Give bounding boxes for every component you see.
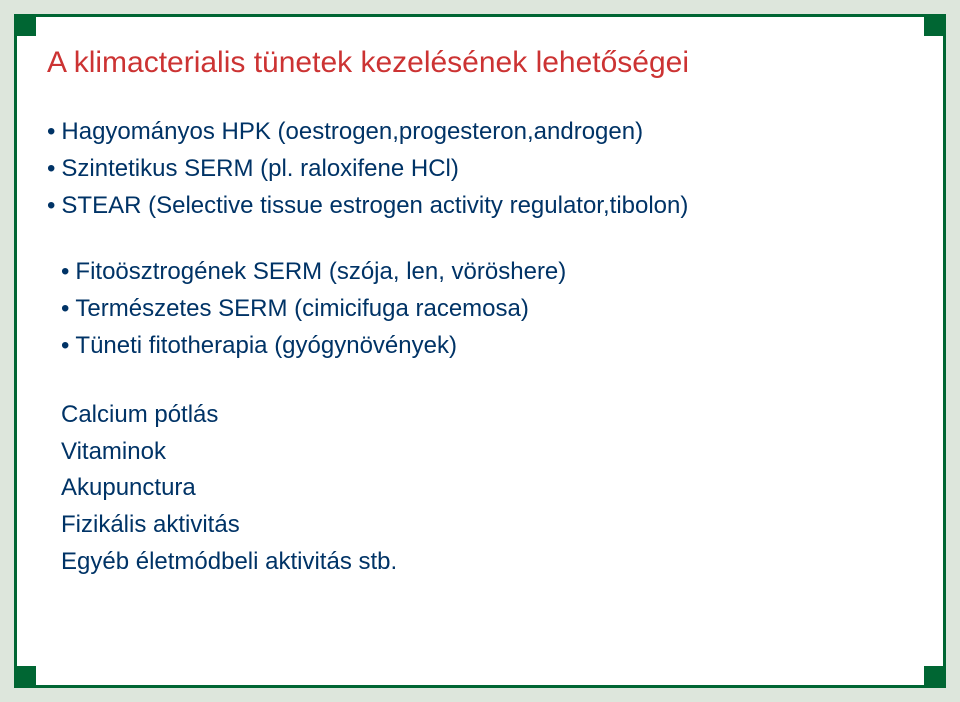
corner-bl (14, 666, 36, 688)
list3-item: Vitaminok (61, 435, 921, 470)
list-block-3: Calcium pótlás Vitaminok Akupunctura Fiz… (61, 398, 921, 580)
list3-item: Fizikális aktivitás (61, 508, 921, 543)
list1-item: STEAR (Selective tissue estrogen activit… (47, 189, 921, 224)
corner-tl (14, 14, 36, 36)
list3-item: Calcium pótlás (61, 398, 921, 433)
list2-item: Természetes SERM (cimicifuga racemosa) (61, 292, 921, 327)
list3-item: Akupunctura (61, 471, 921, 506)
slide-title: A klimacterialis tünetek kezelésének leh… (47, 45, 921, 81)
list1-item: Hagyományos HPK (oestrogen,progesteron,a… (47, 115, 921, 150)
list2-item: Fitoösztrogének SERM (szója, len, vörösh… (61, 255, 921, 290)
corner-br (924, 666, 946, 688)
corner-tr (924, 14, 946, 36)
list-block-2: Fitoösztrogének SERM (szója, len, vörösh… (61, 255, 921, 363)
list1-item: Szintetikus SERM (pl. raloxifene HCl) (47, 152, 921, 187)
list2-item: Tüneti fitotherapia (gyógynövények) (61, 329, 921, 364)
slide-outer: A klimacterialis tünetek kezelésének leh… (0, 0, 960, 702)
slide-frame: A klimacterialis tünetek kezelésének leh… (14, 14, 946, 688)
list-block-1: Hagyományos HPK (oestrogen,progesteron,a… (47, 115, 921, 223)
list3-item: Egyéb életmódbeli aktivitás stb. (61, 545, 921, 580)
